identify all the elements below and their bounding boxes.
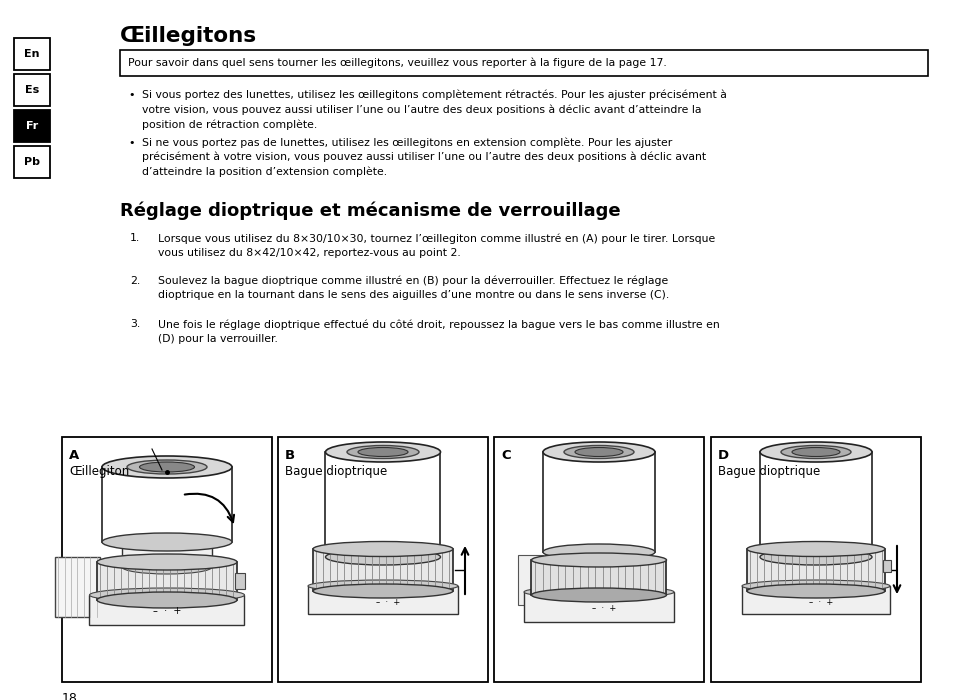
Text: •: • xyxy=(128,137,134,148)
Bar xyxy=(62,437,272,682)
Bar xyxy=(14,110,50,142)
Bar xyxy=(325,452,440,557)
Ellipse shape xyxy=(97,592,236,608)
Bar xyxy=(746,549,884,591)
Text: •: • xyxy=(128,90,134,100)
Ellipse shape xyxy=(90,588,244,602)
Text: Réglage dioptrique et mécanisme de verrouillage: Réglage dioptrique et mécanisme de verro… xyxy=(120,201,620,220)
Ellipse shape xyxy=(357,447,408,456)
Ellipse shape xyxy=(308,580,457,592)
Ellipse shape xyxy=(325,549,440,565)
Bar xyxy=(536,576,660,590)
Text: En: En xyxy=(24,49,40,59)
Bar xyxy=(97,562,236,600)
Ellipse shape xyxy=(781,445,850,458)
Bar xyxy=(122,537,212,567)
Text: vous utilisez du 8×42/10×42, reportez-vous au point 2.: vous utilisez du 8×42/10×42, reportez-vo… xyxy=(158,248,460,258)
Text: précisément à votre vision, vous pouvez aussi utiliser l’une ou l’autre des deux: précisément à votre vision, vous pouvez … xyxy=(142,152,705,162)
Text: (D) pour la verrouiller.: (D) pour la verrouiller. xyxy=(158,333,277,344)
Text: Bague dioptrique: Bague dioptrique xyxy=(285,465,387,478)
Text: Œillegiton: Œillegiton xyxy=(69,465,129,478)
Bar xyxy=(234,573,245,589)
Text: Es: Es xyxy=(25,85,39,95)
Text: d’atteindre la position d’extension complète.: d’atteindre la position d’extension comp… xyxy=(142,167,387,177)
Bar xyxy=(14,38,50,70)
Bar xyxy=(308,586,457,614)
Text: 1.: 1. xyxy=(130,233,140,243)
Ellipse shape xyxy=(542,544,655,560)
Text: Lorsque vous utilisez du 8×30/10×30, tournez l’œillegiton comme illustré en (A) : Lorsque vous utilisez du 8×30/10×30, tou… xyxy=(158,233,715,244)
Text: A: A xyxy=(69,449,79,462)
Text: dioptrique en la tournant dans le sens des aiguilles d’une montre ou dans le sen: dioptrique en la tournant dans le sens d… xyxy=(158,290,669,300)
Bar xyxy=(531,560,666,595)
Text: –  ·  +: – · + xyxy=(591,604,616,613)
Ellipse shape xyxy=(741,580,889,592)
Bar xyxy=(494,437,703,682)
Ellipse shape xyxy=(746,542,884,557)
Ellipse shape xyxy=(325,442,440,462)
Text: Une fois le réglage dioptrique effectué du côté droit, repoussez la bague vers l: Une fois le réglage dioptrique effectué … xyxy=(158,319,719,330)
Ellipse shape xyxy=(347,445,418,458)
Bar xyxy=(14,74,50,106)
Text: Si vous portez des lunettes, utilisez les œillegitons complètement rétractés. Po: Si vous portez des lunettes, utilisez le… xyxy=(142,90,726,101)
Text: –  ·  +: – · + xyxy=(375,598,399,608)
Bar xyxy=(14,146,50,178)
Bar xyxy=(55,557,100,617)
Ellipse shape xyxy=(791,447,840,456)
Text: Soulevez la bague dioptrique comme illustré en (B) pour la déverrouiller. Effect: Soulevez la bague dioptrique comme illus… xyxy=(158,276,667,286)
Bar xyxy=(120,50,927,76)
Bar xyxy=(313,549,453,591)
Bar xyxy=(882,560,890,572)
Ellipse shape xyxy=(563,445,634,458)
Text: Pour savoir dans quel sens tourner les œillegitons, veuillez vous reporter à la : Pour savoir dans quel sens tourner les œ… xyxy=(128,58,666,69)
Text: 18: 18 xyxy=(62,692,78,700)
Ellipse shape xyxy=(102,533,232,551)
Text: C: C xyxy=(500,449,510,462)
Ellipse shape xyxy=(139,462,194,472)
Ellipse shape xyxy=(127,460,207,474)
Text: 3.: 3. xyxy=(130,319,140,329)
Text: –  ·  +: – · + xyxy=(808,598,832,608)
Ellipse shape xyxy=(760,442,871,462)
Text: Œillegitons: Œillegitons xyxy=(120,26,257,46)
Ellipse shape xyxy=(122,560,212,574)
Ellipse shape xyxy=(97,554,236,570)
Bar xyxy=(517,555,542,605)
Ellipse shape xyxy=(746,584,884,598)
Ellipse shape xyxy=(760,549,871,565)
Text: Bague dioptrique: Bague dioptrique xyxy=(718,465,820,478)
Text: Fr: Fr xyxy=(26,121,38,131)
Text: B: B xyxy=(285,449,294,462)
Text: Si ne vous portez pas de lunettes, utilisez les œillegitons en extension complèt: Si ne vous portez pas de lunettes, utili… xyxy=(142,137,672,148)
Bar xyxy=(760,452,871,557)
Bar xyxy=(542,452,655,552)
Ellipse shape xyxy=(531,588,666,602)
Text: D: D xyxy=(718,449,728,462)
Bar xyxy=(741,586,889,614)
Ellipse shape xyxy=(531,553,666,567)
Ellipse shape xyxy=(523,586,673,598)
Bar xyxy=(710,437,920,682)
Text: 2.: 2. xyxy=(130,276,140,286)
Text: position de rétraction complète.: position de rétraction complète. xyxy=(142,119,317,130)
Ellipse shape xyxy=(313,542,453,557)
Ellipse shape xyxy=(575,447,622,456)
Ellipse shape xyxy=(102,456,232,478)
Ellipse shape xyxy=(313,584,453,598)
Text: Pb: Pb xyxy=(24,157,40,167)
Bar xyxy=(277,437,488,682)
FancyArrowPatch shape xyxy=(185,494,233,522)
Ellipse shape xyxy=(542,442,655,462)
Text: votre vision, vous pouvez aussi utiliser l’une ou l’autre des deux positions à d: votre vision, vous pouvez aussi utiliser… xyxy=(142,104,700,115)
Bar xyxy=(523,592,673,622)
Bar xyxy=(90,595,244,625)
Text: –  ·  +: – · + xyxy=(152,606,181,617)
Bar xyxy=(102,467,232,542)
